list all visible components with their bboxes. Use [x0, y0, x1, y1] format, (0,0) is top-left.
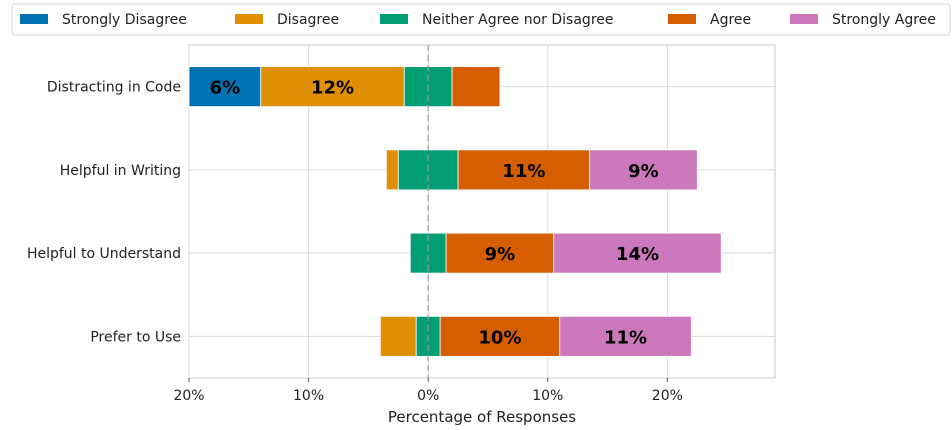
bar-value-label: 12% — [311, 78, 354, 99]
bar-strongly-agree-prefer-to-use — [559, 315, 692, 357]
x-tick-label: 10% — [532, 388, 563, 404]
x-tick-label: 0% — [417, 388, 439, 404]
legend-box — [11, 3, 951, 36]
legend-swatch-disagree — [235, 14, 263, 24]
bar-agree-prefer-to-use — [439, 315, 561, 357]
bar-agree-distracting-in-code — [451, 66, 501, 108]
legend-swatch-neither-agree-nor-disagree — [380, 14, 408, 24]
category-label: Helpful in Writing — [60, 163, 181, 179]
bar-labels: 6% 12% 11% 9% 9% 14% 10% 11% — [210, 78, 659, 349]
x-axis: 20% 10% 0% 10% 20% — [173, 378, 683, 404]
bar-value-label: 10% — [478, 327, 521, 348]
legend-swatch-strongly-agree — [790, 14, 818, 24]
bar-agree-helpful-in-writing — [457, 149, 591, 191]
bar-agree-helpful-to-understand — [445, 232, 555, 274]
x-tick-label: 10% — [293, 388, 324, 404]
bar-strongly-disagree-distracting-in-code — [188, 66, 262, 108]
x-tick-label: 20% — [652, 388, 683, 404]
legend-label: Agree — [710, 12, 751, 28]
bar-value-label: 11% — [604, 327, 647, 348]
x-axis-title: Percentage of Responses — [388, 408, 576, 426]
bar-strongly-agree-helpful-to-understand — [553, 232, 722, 274]
category-label: Prefer to Use — [90, 329, 181, 345]
bar-value-label: 6% — [210, 78, 241, 99]
bar-value-label: 11% — [502, 161, 545, 182]
category-label: Distracting in Code — [47, 80, 181, 96]
legend-label: Strongly Agree — [832, 12, 936, 28]
bar-disagree-distracting-in-code — [260, 66, 405, 108]
legend-label: Neither Agree nor Disagree — [422, 12, 614, 28]
bar-strongly-agree-helpful-in-writing — [589, 149, 698, 191]
bar-disagree-prefer-to-use — [379, 315, 417, 357]
legend-swatch-agree — [668, 14, 696, 24]
bar-value-label: 9% — [485, 244, 516, 265]
y-axis: Distracting in Code Helpful in Writing Hel… — [27, 80, 181, 346]
bar-value-label: 9% — [628, 161, 659, 182]
legend-swatch-strongly-disagree — [20, 14, 48, 24]
category-label: Helpful to Understand — [27, 246, 181, 262]
legend-label: Disagree — [277, 12, 339, 28]
bars — [188, 66, 722, 357]
x-tick-label: 20% — [173, 388, 204, 404]
legend: Strongly Disagree Disagree Neither Agree n… — [11, 3, 951, 36]
legend-label: Strongly Disagree — [62, 12, 187, 28]
bar-value-label: 14% — [616, 244, 659, 265]
bar-disagree-helpful-in-writing — [385, 149, 399, 191]
